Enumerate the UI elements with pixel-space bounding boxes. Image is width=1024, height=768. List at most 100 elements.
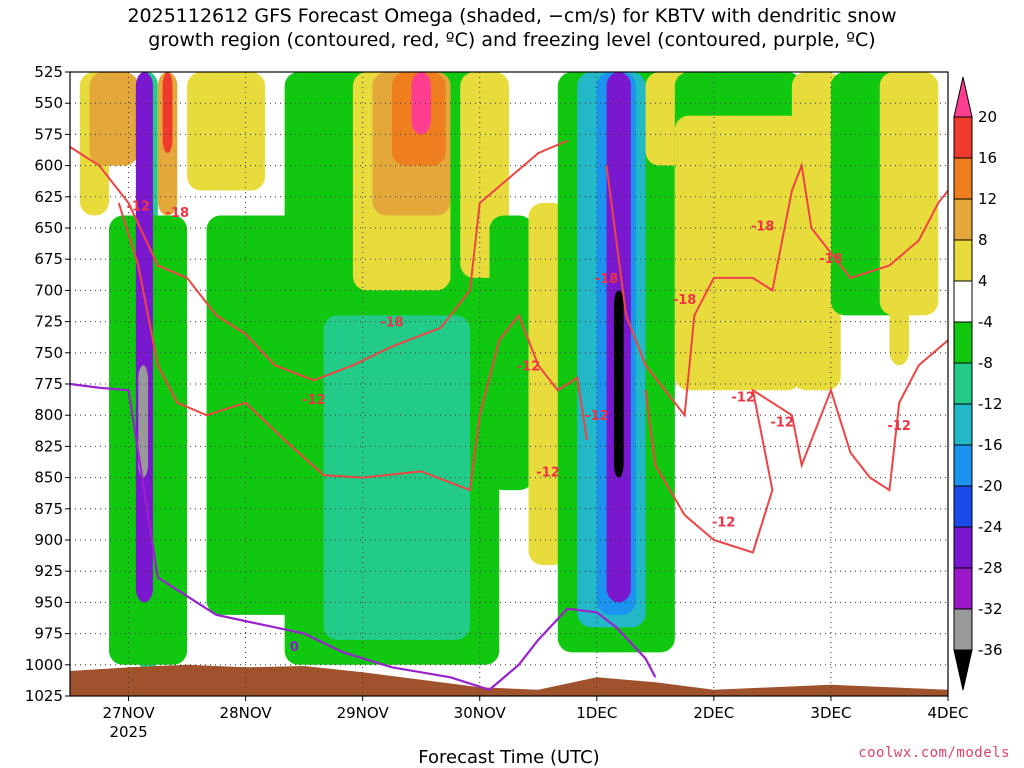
omega-shade-15 <box>411 72 431 135</box>
omega-shade-8 <box>187 72 266 191</box>
contour-label-red-5: -12 <box>517 359 541 374</box>
omega-shade-27 <box>791 72 841 391</box>
omega-shade-26 <box>674 115 802 391</box>
colorbar-segment-5 <box>954 322 972 363</box>
colorbar-label-10: -24 <box>978 518 1003 536</box>
colorbar-label-5: -4 <box>978 313 993 331</box>
colorbar-label-12: -32 <box>978 600 1003 618</box>
y-tick-label-525: 525 <box>34 63 63 81</box>
colorbar-label-6: -8 <box>978 354 993 372</box>
colorbar-segment-12 <box>954 609 972 650</box>
omega-shade-29 <box>879 72 939 316</box>
y-tick-label-650: 650 <box>34 219 63 237</box>
colorbar-label-3: 8 <box>978 231 988 249</box>
contour-label-red-2: -18 <box>380 316 404 331</box>
colorbar-label-11: -28 <box>978 559 1003 577</box>
x-tick-sublabel-0: 2025 <box>109 723 147 741</box>
contour-label-red-14: -12 <box>712 515 736 530</box>
x-tick-label-5: 2DEC <box>693 704 734 722</box>
grid-lines <box>70 72 948 696</box>
y-tick-label-800: 800 <box>34 406 63 424</box>
colorbar-top-arrow <box>953 76 973 118</box>
y-tick-label-775: 775 <box>34 375 63 393</box>
dgz-contour-3 <box>644 339 948 554</box>
y-tick-label-825: 825 <box>34 437 63 455</box>
x-tick-label-2: 29NOV <box>337 704 390 722</box>
y-tick-label-875: 875 <box>34 500 63 518</box>
omega-shade-30 <box>889 290 909 366</box>
y-tick-label-675: 675 <box>34 250 63 268</box>
contour-lines <box>70 139 948 691</box>
colorbar-label-7: -12 <box>978 395 1003 413</box>
omega-shade-7 <box>162 72 173 154</box>
omega-shade-11 <box>323 315 470 640</box>
omega-shading <box>79 72 939 672</box>
contour-label-purple-0: 0 <box>290 640 299 655</box>
dgz-contour-1 <box>117 202 589 492</box>
terrain-fill <box>70 664 948 696</box>
omega-shade-17 <box>489 215 534 491</box>
freezing-level-contour <box>70 382 657 691</box>
colorbar-label-2: 12 <box>978 190 997 208</box>
colorbar-segment-11 <box>954 568 972 609</box>
contour-label-red-3: -12 <box>302 393 326 408</box>
y-axis: 525 550 575 600 625 650 675 700 725 750 775 800 825 8… <box>25 63 70 705</box>
y-tick-label-700: 700 <box>34 281 63 299</box>
omega-shade-23 <box>613 290 624 478</box>
y-tick-label-600: 600 <box>34 157 63 175</box>
chart-title-line1: 2025112612 GFS Forecast Omega (shaded, −… <box>127 5 897 27</box>
x-tick-label-6: 3DEC <box>810 704 851 722</box>
y-tick-label-850: 850 <box>34 469 63 487</box>
colorbar-segment-3 <box>954 240 972 281</box>
contour-label-red-13: -12 <box>536 465 560 480</box>
y-tick-label-750: 750 <box>34 344 63 362</box>
contour-label-red-10: -12 <box>770 415 794 430</box>
y-tick-label-900: 900 <box>34 531 63 549</box>
y-tick-label-1000: 1000 <box>25 656 63 674</box>
chart-title: 2025112612 GFS Forecast Omega (shaded, −… <box>0 4 1024 52</box>
colorbar-label-0: 20 <box>978 108 997 126</box>
colorbar-segment-1 <box>954 158 972 199</box>
x-tick-label-4: 1DEC <box>576 704 617 722</box>
colorbar-segment-6 <box>954 363 972 404</box>
y-tick-label-575: 575 <box>34 125 63 143</box>
colorbar-segment-4 <box>954 281 972 322</box>
colorbar-segment-10 <box>954 527 972 568</box>
colorbar-segment-0 <box>954 117 972 158</box>
colorbar-label-8: -16 <box>978 436 1003 454</box>
colorbar-label-4: 4 <box>978 272 988 290</box>
dgz-contour-0 <box>70 139 568 382</box>
x-tick-label-1: 28NOV <box>220 704 273 722</box>
x-tick-label-3: 30NOV <box>454 704 507 722</box>
footer-credit: coolwx.com/models <box>858 745 1010 761</box>
y-tick-label-625: 625 <box>34 188 63 206</box>
contour-label-red-0: -12 <box>127 200 151 215</box>
y-tick-label-1025: 1025 <box>25 687 63 705</box>
contour-label-red-4: -18 <box>595 272 619 287</box>
y-tick-label-550: 550 <box>34 94 63 112</box>
colorbar-label-1: 16 <box>978 149 997 167</box>
x-axis-label: Forecast Time (UTC) <box>418 747 599 768</box>
dgz-contour-2 <box>605 161 948 418</box>
contour-labels: -12 -18-18-12-18-12-12-18-12-18-12 -12-18-… <box>127 200 911 656</box>
contour-label-red-6: -12 <box>585 409 609 424</box>
y-tick-label-725: 725 <box>34 313 63 331</box>
x-tick-label-7: 4DEC <box>927 704 968 722</box>
contour-label-red-8: -12 <box>731 390 755 405</box>
x-tick-label-0: 27NOV <box>102 704 155 722</box>
colorbar: 20 16 12 8 4 -4 -8 -12 -16 -20 -24 -28 -32 -36 <box>953 76 1003 691</box>
colorbar-label-9: -20 <box>978 477 1003 495</box>
contour-label-red-9: -18 <box>751 220 775 235</box>
colorbar-segment-8 <box>954 445 972 486</box>
colorbar-bottom-arrow <box>953 649 973 691</box>
y-tick-label-950: 950 <box>34 593 63 611</box>
colorbar-segment-9 <box>954 486 972 527</box>
colorbar-segment-2 <box>954 199 972 240</box>
y-tick-label-975: 975 <box>34 625 63 643</box>
omega-shade-1 <box>89 72 139 166</box>
contour-label-red-7: -18 <box>673 293 697 308</box>
contour-label-red-11: -12 <box>887 419 911 434</box>
contour-label-red-1: -18 <box>166 206 190 221</box>
